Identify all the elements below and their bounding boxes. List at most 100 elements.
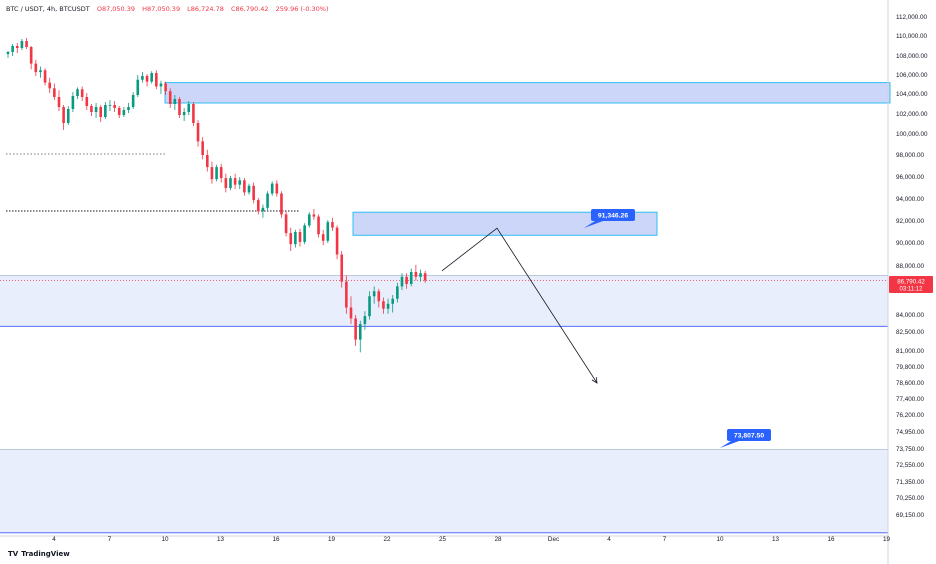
candle [6, 51, 10, 58]
candle [39, 66, 42, 78]
time-tick-label: 16 [827, 536, 835, 543]
time-tick-label: 22 [383, 536, 391, 543]
candle [400, 273, 404, 290]
candle [182, 108, 186, 121]
time-tick-label: 7 [108, 536, 112, 543]
candle [215, 164, 218, 182]
projection-arrowhead [591, 376, 598, 384]
price-tick-label: 74,950.00 [896, 429, 925, 436]
candle [229, 175, 232, 191]
tradingview-logo-text: TradingView [21, 550, 70, 558]
time-tick-label: 10 [161, 536, 169, 543]
candle [66, 106, 70, 125]
price-tick-label: 94,000.00 [896, 196, 925, 203]
zone-box[interactable] [0, 275, 888, 327]
candle [80, 86, 84, 101]
tradingview-logo[interactable]: TV TradingView [8, 550, 70, 558]
candle [141, 72, 144, 83]
price-tick-label: 92,000.00 [896, 218, 925, 225]
candle [159, 80, 163, 94]
candle [368, 291, 371, 320]
candle [155, 70, 158, 90]
candle [90, 104, 93, 116]
symbol-header[interactable]: BTC / USDT, 4h, BTCUSDT O87,050.39 H87,0… [6, 5, 334, 13]
candle [414, 264, 418, 281]
candle [261, 204, 265, 218]
ohlc-low: L86,724.78 [187, 5, 224, 13]
candle [317, 214, 320, 238]
price-tick-label: 72,550.00 [896, 462, 925, 469]
symbol-title[interactable]: BTC / USDT, 4h, BTCUSDT [6, 5, 90, 13]
zone-box[interactable] [352, 211, 658, 236]
time-tick-label: 7 [663, 536, 667, 543]
candle [419, 269, 422, 282]
price-tick-label: 81,000.00 [896, 348, 925, 355]
ohlc-change: 259.96 (-0.30%) [275, 5, 329, 13]
candle [354, 315, 357, 346]
candle [71, 92, 75, 112]
time-tick-label: 10 [716, 536, 724, 543]
price-tick-label: 79,800.00 [896, 364, 925, 371]
candle [196, 120, 200, 147]
time-tick-label: 4 [607, 536, 611, 543]
ohlc-high: H87,050.39 [142, 5, 181, 13]
time-tick-label: 13 [772, 536, 780, 543]
price-callout[interactable]: 73,807.50 [720, 429, 771, 448]
candle [192, 102, 195, 126]
candle [219, 163, 223, 183]
candle [247, 183, 251, 195]
time-tick-label: Dec [548, 536, 559, 543]
ohlc-open: O87,050.39 [96, 5, 136, 13]
candle [131, 92, 135, 109]
price-callout-label: 91,346.26 [598, 212, 628, 219]
candle [386, 298, 390, 314]
time-axis[interactable]: 4 7 10 13 16 19 22 25 28 Dec 4 7 10 13 16 19 [52, 536, 890, 543]
reference-lines [0, 153, 888, 281]
candle [303, 223, 306, 245]
price-tick-label: 96,000.00 [896, 174, 925, 181]
price-tick-label: 104,000.00 [896, 91, 928, 98]
candle [391, 295, 395, 313]
candle [85, 93, 89, 110]
candle [256, 197, 260, 215]
time-tick-label: 16 [272, 536, 280, 543]
candle [243, 178, 246, 196]
candle [321, 229, 325, 246]
price-tick-label: 106,000.00 [896, 72, 928, 79]
price-callout[interactable]: 91,346.26 [584, 209, 635, 228]
projection-path[interactable] [441, 227, 598, 384]
candle [266, 191, 269, 210]
candle [173, 95, 177, 110]
candle [423, 270, 427, 283]
candle [377, 288, 381, 308]
candle [34, 59, 38, 76]
zone-box[interactable] [0, 449, 888, 533]
candle [409, 268, 413, 287]
price-axis[interactable]: 112,000.00 110,000.00 108,000.00 106,000.00… [896, 14, 928, 519]
candle [252, 182, 255, 204]
candle [48, 77, 52, 94]
price-tick-label: 70,250.00 [896, 495, 925, 502]
candle [307, 212, 311, 228]
price-tick-label: 76,200.00 [896, 412, 925, 419]
candle [113, 101, 116, 112]
candle [164, 81, 167, 95]
zone-box[interactable] [164, 82, 891, 104]
candle [117, 106, 121, 118]
price-tick-label: 78,600.00 [896, 380, 925, 387]
candle [298, 228, 302, 247]
candle [145, 74, 149, 87]
candle [20, 39, 24, 50]
candle [405, 273, 408, 289]
candle [104, 102, 107, 119]
price-tick-label: 69,150.00 [896, 512, 925, 519]
candles-layer [6, 38, 427, 353]
candle [275, 180, 279, 197]
candle [345, 275, 348, 314]
candle [312, 208, 316, 220]
candle [136, 75, 140, 97]
time-tick-label: 13 [217, 536, 225, 543]
zones-layer [0, 82, 891, 534]
candle [94, 103, 98, 118]
